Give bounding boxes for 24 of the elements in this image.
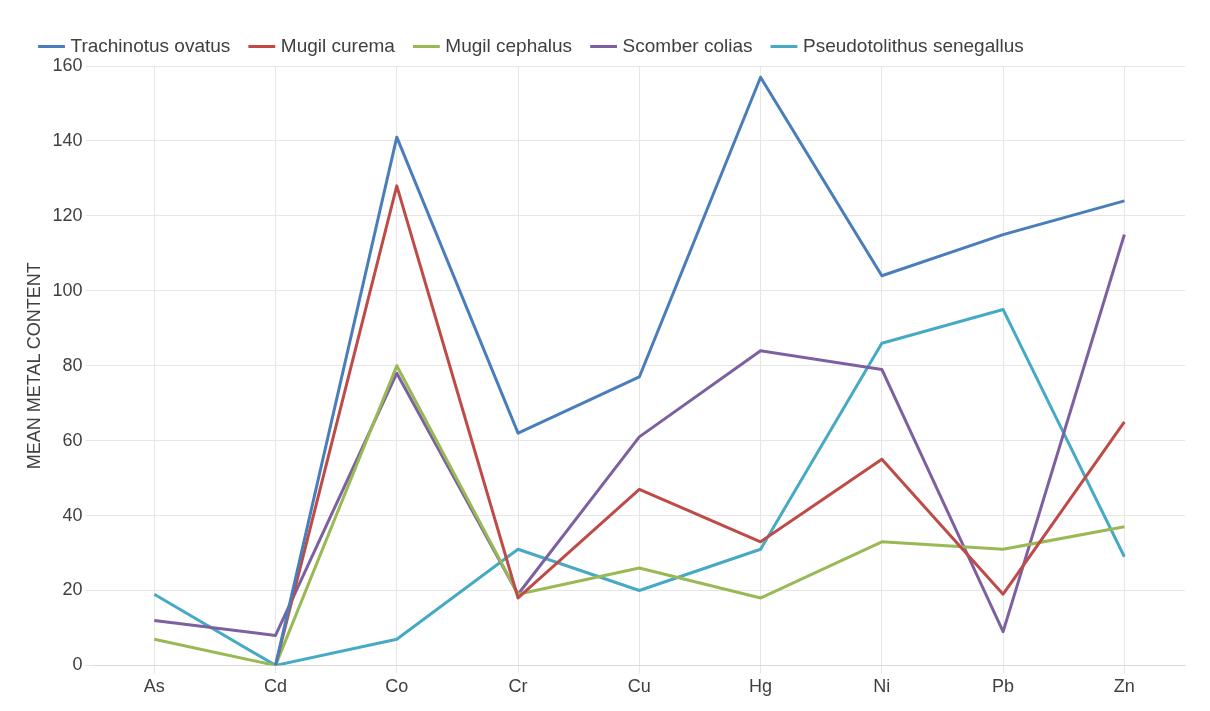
x-tick-label: Zn — [1113, 676, 1135, 697]
x-tick-label: Co — [385, 676, 409, 697]
x-tick-label: Cd — [264, 676, 288, 697]
y-tick-label: 60 — [62, 429, 83, 450]
x-tick-label: Ni — [873, 676, 891, 697]
y-tick-label: 160 — [52, 54, 83, 75]
legend-label: Pseudotolithus senegallus — [802, 34, 1024, 56]
x-tick-label: Hg — [749, 676, 773, 697]
y-tick-label: 0 — [72, 654, 83, 675]
legend-label: Trachinotus ovatus — [70, 34, 231, 56]
x-tick-label: As — [143, 676, 165, 697]
y-tick-label: 80 — [62, 354, 83, 375]
y-axis-title: MEAN METAL CONTENT — [23, 262, 44, 470]
y-tick-label: 120 — [52, 204, 83, 225]
legend-label: Mugil cephalus — [445, 34, 573, 56]
legend-label: Scomber colias — [622, 34, 753, 56]
x-tick-label: Cu — [627, 676, 651, 697]
y-tick-label: 100 — [52, 279, 83, 300]
x-tick-label: Cr — [508, 676, 528, 697]
y-tick-label: 140 — [52, 129, 83, 150]
y-tick-label: 20 — [62, 579, 83, 600]
y-tick-label: 40 — [62, 504, 83, 525]
legend-label: Mugil curema — [280, 34, 396, 56]
x-tick-label: Pb — [992, 676, 1015, 697]
